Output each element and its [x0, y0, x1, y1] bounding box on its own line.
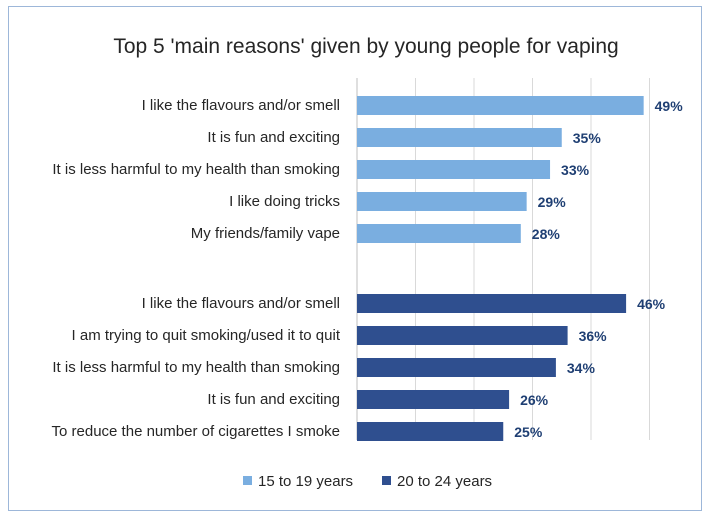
category-label: I am trying to quit smoking/used it to q… [72, 327, 341, 344]
data-label: 35% [573, 130, 602, 146]
legend-label-15-19: 15 to 19 years [258, 473, 353, 490]
bar [357, 96, 644, 115]
data-label: 36% [579, 328, 608, 344]
bar [357, 294, 627, 313]
category-label: I like doing tricks [229, 193, 340, 210]
legend-swatch-20-24 [382, 476, 391, 485]
data-label: 34% [567, 360, 596, 376]
bar [357, 192, 527, 211]
category-label: It is fun and exciting [207, 391, 340, 408]
category-label: It is less harmful to my health than smo… [52, 359, 340, 376]
chart-frame [8, 6, 702, 511]
bar [357, 358, 556, 377]
bar [357, 128, 562, 147]
bar [357, 326, 568, 345]
bar [357, 390, 510, 409]
category-label: It is fun and exciting [207, 129, 340, 146]
category-label: To reduce the number of cigarettes I smo… [52, 423, 340, 440]
category-label: I like the flavours and/or smell [142, 97, 340, 114]
legend-label-20-24: 20 to 24 years [397, 473, 492, 490]
data-label: 49% [655, 98, 684, 114]
legend-swatch-15-19 [243, 476, 252, 485]
data-label: 46% [637, 296, 666, 312]
legend: 15 to 19 years 20 to 24 years [243, 473, 492, 490]
category-label: My friends/family vape [191, 225, 340, 242]
data-label: 26% [520, 392, 549, 408]
data-label: 28% [532, 226, 561, 242]
data-label: 33% [561, 162, 590, 178]
bar [357, 160, 551, 179]
bar [357, 422, 504, 441]
chart-title: Top 5 'main reasons' given by young peop… [113, 35, 618, 58]
data-label: 25% [514, 424, 543, 440]
bars-group: I like the flavours and/or smell 49% It is… [52, 96, 684, 441]
category-label: It is less harmful to my health than smo… [52, 161, 340, 178]
data-label: 29% [538, 194, 567, 210]
category-label: I like the flavours and/or smell [142, 295, 340, 312]
bar [357, 224, 521, 243]
